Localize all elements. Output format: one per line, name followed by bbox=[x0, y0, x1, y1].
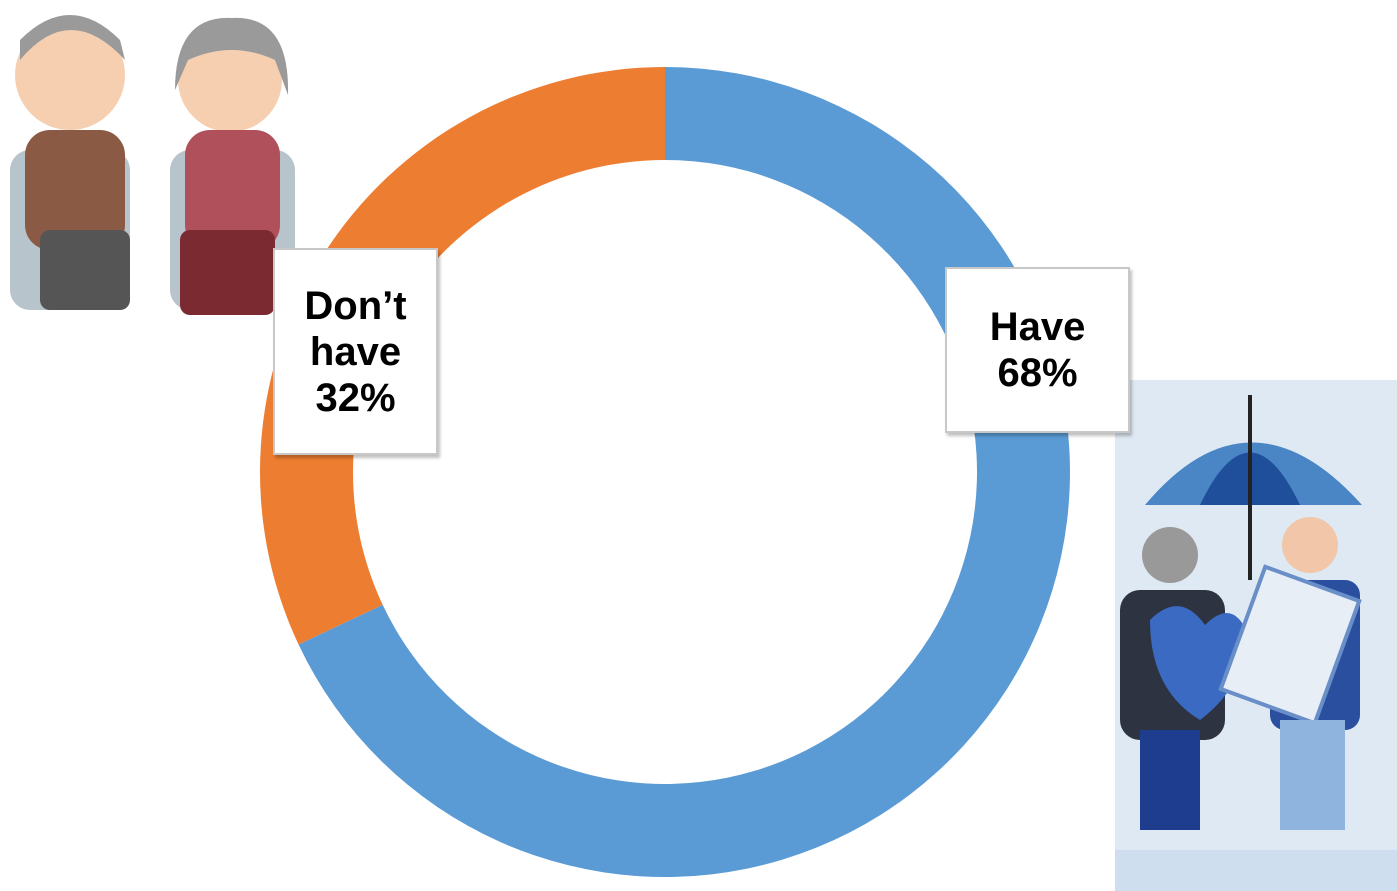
data-label: Don’t have 32% bbox=[273, 248, 438, 455]
label-value: 32% bbox=[315, 375, 396, 420]
data-label: Have 68% bbox=[945, 267, 1130, 433]
donut-segment bbox=[259, 67, 665, 645]
label-value: 68% bbox=[997, 351, 1078, 395]
illustration-sad-couple bbox=[10, 15, 295, 315]
illustration-insured-couple bbox=[1115, 380, 1397, 891]
label-category: Don’t have bbox=[304, 283, 407, 374]
label-category: Have bbox=[989, 305, 1086, 349]
